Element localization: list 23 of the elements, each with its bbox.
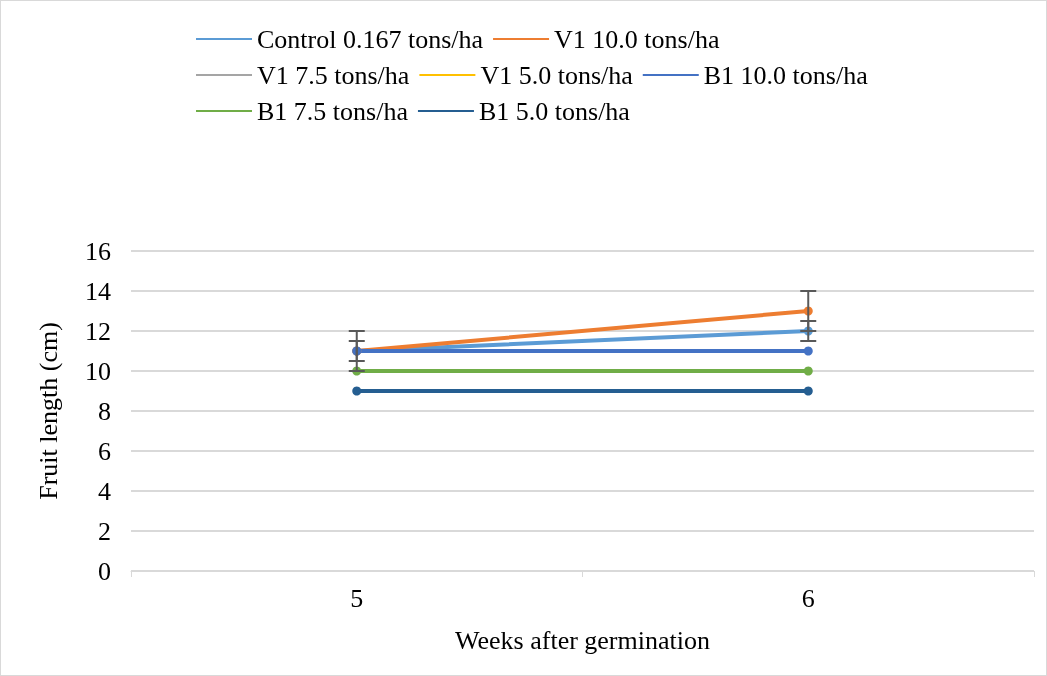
legend-label: V1 5.0 tons/ha [480, 60, 634, 90]
y-tick-label: 2 [98, 516, 111, 546]
y-axis-title: Fruit length (cm) [33, 322, 63, 500]
y-tick-label: 8 [98, 396, 111, 426]
x-tick-label: 5 [350, 583, 364, 613]
y-tick-label: 6 [98, 436, 111, 466]
legend-label: V1 7.5 tons/ha [257, 60, 410, 90]
point [803, 346, 813, 356]
point [803, 386, 813, 396]
point [352, 386, 362, 396]
y-tick-label: 10 [85, 356, 111, 386]
y-tick-label: 14 [85, 276, 111, 306]
x-axis-title: Weeks after germination [455, 625, 710, 655]
legend-label: Control 0.167 tons/ha [257, 24, 484, 54]
y-tick-label: 12 [85, 316, 111, 346]
y-tick-label: 4 [98, 476, 111, 506]
legend-label: B1 7.5 tons/ha [257, 96, 409, 126]
legend-label: V1 10.0 tons/ha [554, 24, 720, 54]
legend-label: B1 5.0 tons/ha [478, 96, 631, 126]
legend-label: B1 10.0 tons/ha [703, 60, 869, 90]
y-tick-label: 0 [98, 556, 111, 586]
point [803, 366, 813, 376]
y-tick-label: 16 [85, 236, 111, 266]
